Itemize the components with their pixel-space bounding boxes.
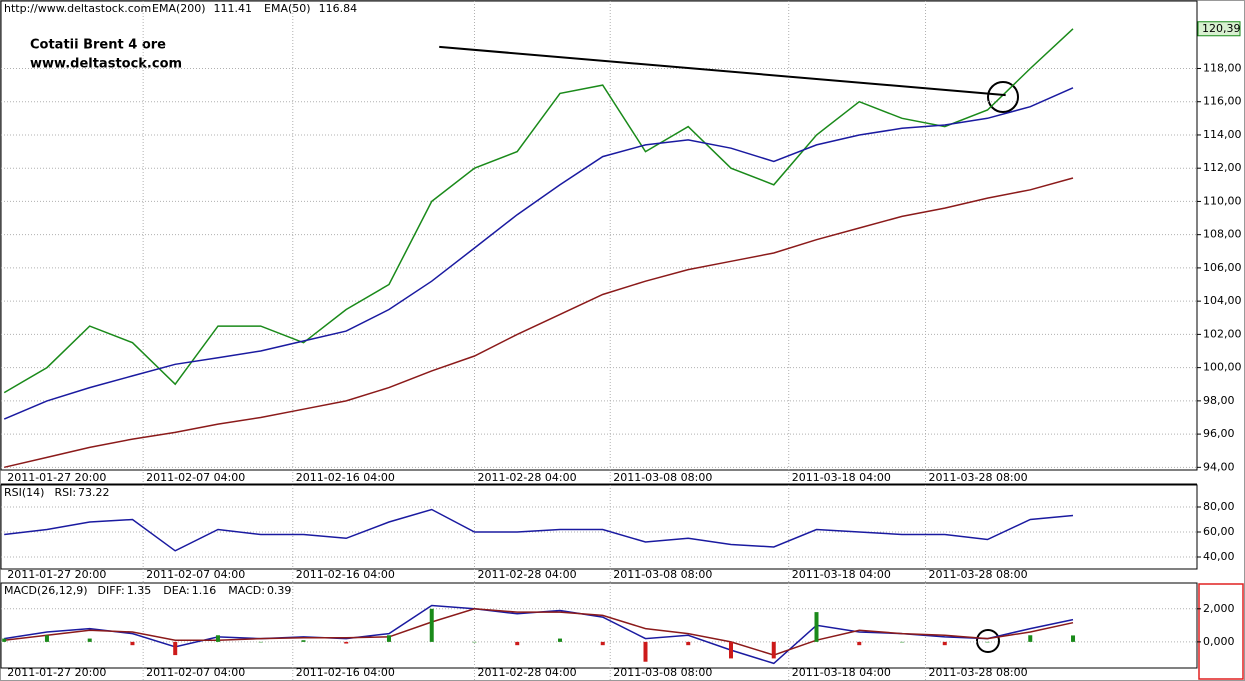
histogram-bar: [771, 641, 776, 659]
histogram-bar: [301, 640, 306, 642]
y-tick-label: 108,00: [1203, 228, 1242, 241]
y-tick-label: 116,00: [1203, 95, 1242, 108]
panel-title: RSI(14): [4, 486, 44, 499]
legend-name: DEA:: [163, 584, 189, 597]
histogram-bar: [600, 641, 605, 646]
series-line: [4, 608, 1074, 656]
legend-value: 111.41: [214, 2, 253, 15]
legend-value: 1.16: [192, 584, 217, 597]
histogram-bar: [985, 641, 990, 643]
y-tick-label: 104,00: [1203, 294, 1242, 307]
y-tick-label: 106,00: [1203, 261, 1242, 274]
histogram-bar: [130, 641, 135, 646]
y-tick-label: 112,00: [1203, 161, 1242, 174]
series-line: [4, 177, 1074, 469]
x-tick-label: 2011-01-27 20:00: [7, 568, 106, 581]
histogram-bar: [386, 635, 391, 642]
histogram-bar: [942, 641, 947, 646]
x-tick-label: 2011-03-18 04:00: [792, 471, 891, 484]
x-tick-label: 2011-02-07 04:00: [146, 568, 245, 581]
y-tick-label: 40,00: [1203, 550, 1235, 563]
series-line: [3, 87, 1074, 420]
legend-value: 73.22: [78, 486, 110, 499]
x-tick-label: 2011-01-27 20:00: [7, 666, 106, 679]
histogram-bar: [557, 638, 562, 642]
series-line: [3, 28, 1074, 394]
x-tick-label: 2011-02-07 04:00: [146, 666, 245, 679]
y-tick-label: 98,00: [1203, 394, 1235, 407]
legend-name: DIFF:: [98, 584, 125, 597]
current-price-label: 120,39: [1202, 22, 1241, 35]
x-tick-label: 2011-03-08 08:00: [613, 666, 712, 679]
histogram-bar: [686, 641, 691, 646]
histogram-bar: [900, 641, 905, 643]
y-tick-label: 2,000: [1203, 602, 1235, 615]
histogram-bar: [814, 612, 819, 642]
y-tick-label: 114,00: [1203, 128, 1242, 141]
x-tick-label: 2011-02-28 04:00: [477, 471, 576, 484]
x-tick-label: 2011-02-16 04:00: [296, 568, 395, 581]
x-tick-label: 2011-03-28 08:00: [929, 471, 1028, 484]
y-tick-label: 118,00: [1203, 61, 1242, 74]
y-tick-label: 110,00: [1203, 194, 1242, 207]
histogram-bar: [1028, 635, 1033, 642]
histogram-bar: [643, 641, 648, 662]
histogram-bar: [215, 635, 220, 642]
x-tick-label: 2011-03-08 08:00: [613, 568, 712, 581]
current-price-box: [1197, 21, 1241, 37]
chart-title: Cotatii Brent 4 ore: [30, 38, 166, 53]
histogram-bar: [857, 641, 862, 646]
x-tick-label: 2011-03-08 08:00: [613, 471, 712, 484]
x-tick-label: 2011-03-28 08:00: [929, 666, 1028, 679]
legend-name: EMA(200): [152, 2, 206, 15]
histogram-bar: [2, 638, 7, 642]
y-tick-label: 96,00: [1203, 427, 1235, 440]
x-tick-label: 2011-03-28 08:00: [929, 568, 1028, 581]
histogram-bar: [173, 641, 178, 656]
panel-title: MACD(26,12,9): [4, 584, 88, 597]
x-tick-label: 2011-02-07 04:00: [146, 471, 245, 484]
legend-value: 1.35: [127, 584, 152, 597]
y-tick-label: 100,00: [1203, 361, 1242, 374]
histogram-bar: [258, 641, 263, 643]
series-line: [4, 508, 1074, 552]
legend-name: EMA(50): [264, 2, 311, 15]
histogram-bar: [344, 641, 349, 644]
axis-highlight: [1198, 583, 1244, 680]
breakout-circle: [987, 81, 1019, 113]
y-tick-label: 94,00: [1203, 460, 1235, 473]
legend-value: 116.84: [319, 2, 358, 15]
histogram-bar: [515, 641, 520, 646]
legend-name: RSI:: [54, 486, 76, 499]
histogram-bar: [44, 635, 49, 642]
x-tick-label: 2011-02-16 04:00: [296, 471, 395, 484]
trendline: [439, 45, 1006, 97]
x-tick-label: 2011-01-27 20:00: [7, 471, 106, 484]
histogram-bar: [87, 638, 92, 642]
x-tick-label: 2011-02-28 04:00: [477, 666, 576, 679]
crossover-circle: [976, 629, 1000, 653]
x-tick-label: 2011-02-28 04:00: [477, 568, 576, 581]
histogram-bar: [728, 641, 733, 659]
y-tick-label: 102,00: [1203, 327, 1242, 340]
x-tick-label: 2011-03-18 04:00: [792, 666, 891, 679]
chart-subtitle: www.deltastock.com: [30, 57, 182, 72]
y-tick-label: 0,000: [1203, 635, 1235, 648]
histogram-bar: [1071, 635, 1076, 642]
x-tick-label: 2011-03-18 04:00: [792, 568, 891, 581]
legend-name: MACD:: [228, 584, 265, 597]
legend-value: 0.39: [267, 584, 292, 597]
histogram-bar: [429, 608, 434, 642]
y-tick-label: 80,00: [1203, 500, 1235, 513]
site-label: http://www.deltastock.com: [4, 2, 151, 15]
y-tick-label: 60,00: [1203, 525, 1235, 538]
histogram-bar: [472, 641, 477, 643]
x-tick-label: 2011-02-16 04:00: [296, 666, 395, 679]
